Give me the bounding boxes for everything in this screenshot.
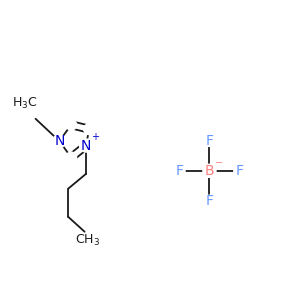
Text: N: N [54,134,64,148]
Text: −: − [215,158,223,168]
Text: B: B [205,164,214,178]
Circle shape [174,166,185,176]
Text: H$_3$C: H$_3$C [12,96,38,112]
Text: CH$_3$: CH$_3$ [75,233,100,248]
Text: F: F [206,194,213,208]
Circle shape [203,164,216,177]
Circle shape [66,119,76,130]
Circle shape [53,134,66,148]
Circle shape [234,166,244,176]
Text: +: + [91,132,99,142]
Text: N: N [81,139,91,152]
Text: F: F [206,134,213,148]
Circle shape [204,136,215,146]
Text: F: F [176,164,184,178]
Circle shape [80,139,93,152]
Circle shape [204,195,215,206]
Circle shape [84,124,94,134]
Circle shape [66,152,76,163]
Text: F: F [235,164,243,178]
